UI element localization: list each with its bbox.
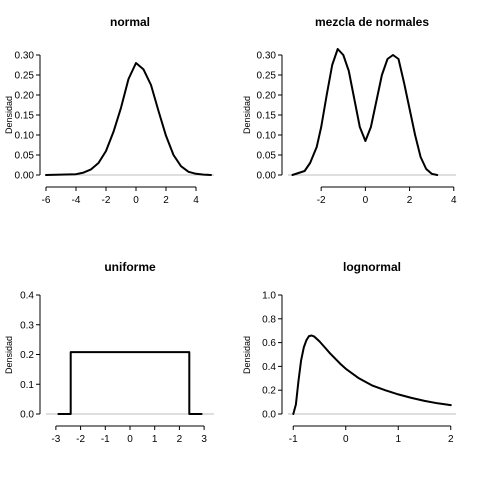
density-curve bbox=[57, 351, 203, 415]
density-curve bbox=[45, 62, 212, 176]
y-tick-label: 0.30 bbox=[257, 51, 277, 62]
x-tick-label: 0 bbox=[363, 195, 369, 206]
y-tick-label: 0.6 bbox=[262, 338, 276, 349]
y-axis-label: Densidad bbox=[4, 96, 14, 134]
y-tick-label: 0.3 bbox=[20, 320, 34, 331]
y-axis-label: Densidad bbox=[242, 336, 252, 374]
panel-title: uniforme bbox=[104, 260, 156, 274]
x-tick-label: 2 bbox=[163, 195, 169, 206]
x-tick-label: 1 bbox=[152, 434, 158, 445]
y-tick-label: 0.30 bbox=[15, 51, 35, 62]
x-tick-label: 2 bbox=[177, 434, 183, 445]
density-curve bbox=[291, 48, 439, 176]
y-tick-label: 0.4 bbox=[20, 291, 34, 302]
y-tick-label: 0.0 bbox=[262, 410, 276, 421]
x-tick-label: 3 bbox=[201, 434, 207, 445]
x-tick-label: -2 bbox=[76, 434, 85, 445]
y-tick-label: 0.15 bbox=[15, 111, 35, 122]
y-tick-label: 0.10 bbox=[257, 131, 277, 142]
y-tick-label: 0.1 bbox=[20, 380, 34, 391]
x-tick-label: -3 bbox=[51, 434, 60, 445]
x-tick-label: 2 bbox=[407, 195, 413, 206]
panel-1: normal Densidad 0.00 0.05 0.10 0.15 0.20 0.25 0.… bbox=[4, 15, 214, 206]
y-tick-label: 0.8 bbox=[262, 314, 276, 325]
y-tick-label: 0.00 bbox=[15, 171, 35, 182]
y-tick-label: 0.2 bbox=[20, 350, 34, 361]
x-tick-label: -2 bbox=[102, 195, 111, 206]
panel-title: lognormal bbox=[343, 260, 401, 274]
y-tick-label: 0.0 bbox=[20, 410, 34, 421]
x-tick-label: -2 bbox=[317, 195, 326, 206]
x-tick-label: 4 bbox=[193, 195, 199, 206]
y-tick-label: 0.00 bbox=[257, 171, 277, 182]
x-tick-label: 0 bbox=[133, 195, 139, 206]
panel-3: uniforme Densidad 0.0 0.1 0.2 0.3 0.4 -3 -2 -1 0 1 2… bbox=[4, 260, 214, 445]
y-tick-label: 0.25 bbox=[257, 71, 277, 82]
y-tick-label: 0.25 bbox=[15, 71, 35, 82]
y-tick-label: 0.10 bbox=[15, 131, 35, 142]
y-axis-label: Densidad bbox=[4, 336, 14, 374]
x-tick-label: 0 bbox=[343, 434, 349, 445]
density-curve bbox=[292, 334, 452, 415]
y-axis-label: Densidad bbox=[242, 96, 252, 134]
panel-title: normal bbox=[110, 15, 150, 29]
x-tick-label: 4 bbox=[451, 195, 457, 206]
x-tick-label: 2 bbox=[448, 434, 454, 445]
y-tick-label: 0.15 bbox=[257, 111, 277, 122]
x-tick-label: 1 bbox=[395, 434, 401, 445]
x-tick-label: 0 bbox=[127, 434, 133, 445]
y-tick-label: 0.20 bbox=[257, 91, 277, 102]
y-tick-label: 0.4 bbox=[262, 362, 276, 373]
panel-4: lognormal Densidad 0.0 0.2 0.4 0.6 0.8 1.0 -1 0 1 2 bbox=[242, 260, 456, 445]
x-tick-label: -1 bbox=[289, 434, 298, 445]
y-tick-label: 0.05 bbox=[15, 151, 35, 162]
x-tick-label: -1 bbox=[101, 434, 110, 445]
y-tick-label: 0.05 bbox=[257, 151, 277, 162]
y-tick-label: 0.20 bbox=[15, 91, 35, 102]
panel-2: mezcla de normales Densidad 0.00 0.05 0.10 0.… bbox=[242, 15, 457, 206]
y-tick-label: 1.0 bbox=[262, 291, 276, 302]
y-tick-label: 0.2 bbox=[262, 386, 276, 397]
x-tick-label: -6 bbox=[42, 195, 51, 206]
panel-title: mezcla de normales bbox=[315, 15, 429, 29]
x-tick-label: -4 bbox=[72, 195, 81, 206]
